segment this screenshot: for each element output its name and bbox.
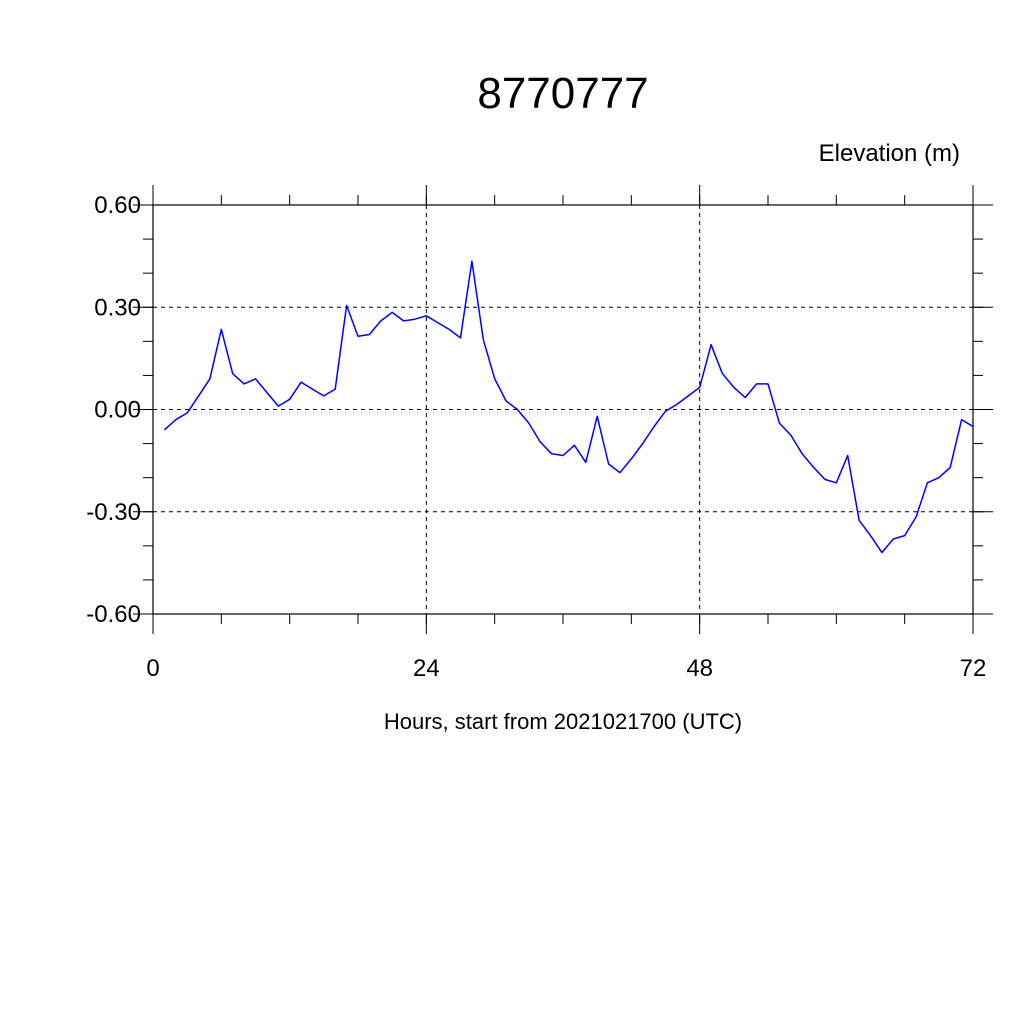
y-tick-label: -0.30 [86,499,141,526]
x-tick-label: 0 [146,655,159,682]
tick-labels: 0.60 0.30 0.00 -0.30 -0.600 24 48 72 [86,192,986,682]
axis-ticks [133,185,993,634]
x-axis-label: Hours, start from 2021021700 (UTC) [384,709,742,734]
y-tick-label: 0.00 [94,397,141,424]
x-tick-label: 24 [413,655,440,682]
x-tick-label: 72 [960,655,987,682]
y-tick-label: 0.60 [94,192,141,219]
plot-frame [152,204,974,615]
grid-lines [152,204,974,615]
y-tick-label: -0.60 [86,601,141,628]
series-line [163,260,974,554]
y-axis-label: Elevation (m) [819,140,960,167]
chart-title: 8770777 [477,69,648,118]
series-layer [163,260,974,554]
y-tick-label: 0.30 [94,294,141,321]
x-tick-label: 48 [686,655,713,682]
